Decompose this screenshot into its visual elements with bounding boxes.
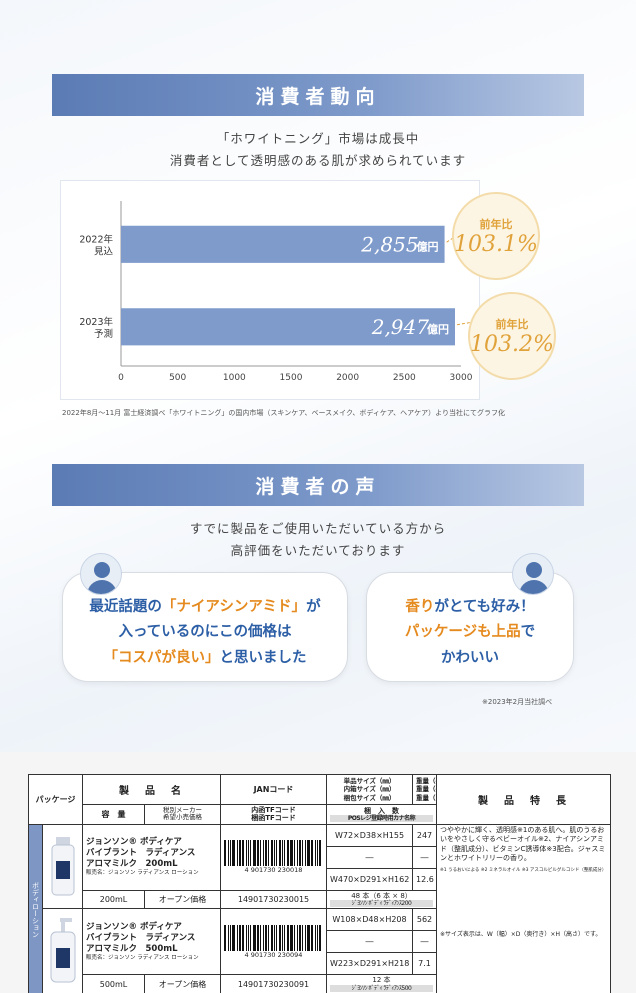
voice-lead-1: すでに製品をご使用いただいている方から xyxy=(189,521,447,536)
yoy-badge-2023: 前年比 103.2% xyxy=(468,292,556,380)
product-image-200 xyxy=(42,823,83,910)
bar-value-label: 2,947 xyxy=(371,315,430,339)
x-tick-label: 1500 xyxy=(280,373,303,383)
yoy-badge-2022: 前年比 103.1% xyxy=(452,192,540,280)
weight-single-500: 562 xyxy=(412,908,437,932)
barcode-200: 4 901730 230018 xyxy=(220,823,327,891)
price-500: オープン価格 xyxy=(144,974,221,993)
product-image-500 xyxy=(42,908,83,993)
weight-single-200: 247 xyxy=(412,823,437,847)
single-size-500: W108×D48×H208 xyxy=(326,908,413,932)
chart-source-note: 2022年8月～11月 富士経済調べ「ホワイトニング」の国内市場（スキンケア、ベ… xyxy=(62,409,506,417)
x-tick-label: 3000 xyxy=(450,373,473,383)
header-sizes: 単品サイズ（㎜） 内箱サイズ（㎜） 梱包サイズ（㎜） xyxy=(326,774,413,805)
inner-size-200: ― xyxy=(326,845,413,869)
bar xyxy=(121,308,455,346)
yoy-connector xyxy=(456,320,480,326)
voice-lead-2: 高評価をいただいております xyxy=(230,543,406,558)
bar-unit-label: 億円 xyxy=(427,322,449,336)
x-tick-label: 1000 xyxy=(223,373,246,383)
barcode-500: 4 901730 230094 xyxy=(220,908,327,976)
weight-outer-500: 7.1 xyxy=(412,952,437,976)
product-table-area: パッケージ 製 品 名 JANコード 単品サイズ（㎜） 内箱サイズ（㎜） 梱包サイズ… xyxy=(0,752,636,993)
capacity-500: 500mL xyxy=(82,974,145,993)
pump-bottle-500-icon xyxy=(50,918,75,983)
capacity-200: 200mL xyxy=(82,889,145,910)
category-label: 予測 xyxy=(94,328,113,340)
trend-lead-1: 「ホワイトニング」市場は成長中 xyxy=(216,131,420,146)
tf-code-500: 14901730230091 xyxy=(220,974,327,993)
yoy-label: 前年比 xyxy=(479,217,513,231)
count-pos-200: 48 本（6 本 × 8） ｼﾞﾖﾝｿﾝ ﾎﾞﾃﾞｨ ﾗﾃﾞｨｱﾝｽ200 xyxy=(326,889,437,910)
header-features: 製 品 特 長 xyxy=(436,774,611,825)
table-row: 200mL オープン価格 14901730230015 48 本（6 本 × 8… xyxy=(29,889,611,910)
voice-right-line-2: パッケージも上品で xyxy=(404,624,536,641)
trend-lead-2: 消費者として透明感のある肌が求められています xyxy=(169,153,467,168)
header-capacity: 容 量 xyxy=(82,804,145,825)
voice-left-line-3: 「コスパが良い」と思いました xyxy=(103,649,307,666)
bar-value-label: 2,855 xyxy=(360,232,418,256)
category-label: 見込 xyxy=(94,246,114,257)
header-product-name: 製 品 名 xyxy=(82,774,221,805)
user-avatar-icon xyxy=(512,553,554,595)
category-label: 2023年 xyxy=(79,316,113,328)
voice-right-line-3: かわいい xyxy=(441,649,499,666)
category-label: 2022年 xyxy=(79,233,113,245)
table-row: ― ― xyxy=(29,930,611,954)
voice-left-line-1: 最近話題の「ナイアシンアミド」が xyxy=(89,599,321,615)
voice-left-line-2: 入っているのにこの価格は xyxy=(118,624,292,641)
yoy-value: 103.2% xyxy=(470,331,554,357)
user-avatar-icon xyxy=(80,553,122,595)
x-tick-label: 0 xyxy=(118,373,124,383)
product-spec-table: パッケージ 製 品 名 JANコード 単品サイズ（㎜） 内箱サイズ（㎜） 梱包サイズ… xyxy=(28,774,611,993)
category-label: ボディローション xyxy=(28,823,43,993)
barcode-icon xyxy=(223,924,323,951)
tf-code-200: 14901730230015 xyxy=(220,889,327,910)
table-row: W223×D291×H218 7.1 xyxy=(29,952,611,976)
voice-right-line-1: 香りがとても好み！ xyxy=(405,599,535,615)
outer-size-500: W223×D291×H218 xyxy=(326,952,413,976)
single-size-200: W72×D38×H155 xyxy=(326,823,413,847)
outer-size-200: W470×D291×H162 xyxy=(326,867,413,891)
product-name-200: ジョンソン® ボディケア バイブラント ラディアンス アロマミルク 200mL 販売… xyxy=(82,823,221,891)
header-tf-codes: 内函TFコード 梱函TFコード xyxy=(220,804,327,825)
price-200: オープン価格 xyxy=(144,889,221,910)
barcode-icon xyxy=(223,840,323,867)
yoy-label: 前年比 xyxy=(495,317,529,331)
market-chart-svg: 0 500 1000 1500 2000 2500 30002,855億円2022年見込2,… xyxy=(79,201,480,383)
weight-inner-200: ― xyxy=(412,845,437,869)
survey-note: ※2023年2月当社調べ xyxy=(482,698,553,706)
weight-outer-200: 12.6 xyxy=(412,867,437,891)
section-title-voice: 消費者の声 xyxy=(52,464,584,506)
inner-size-500: ― xyxy=(326,930,413,954)
table-row: ボディローション ジョンソン® ボディケア バイブラント ラディアンス アロマミルク… xyxy=(28,823,611,993)
x-tick-label: 2500 xyxy=(393,373,416,383)
table-row: ジョンソン® ボディケア バイブラント ラディアンス アロマミルク 500mL 販売… xyxy=(29,908,611,993)
market-chart: 0 500 1000 1500 2000 2500 3000 2,855 億円 2022年 見込 2,… xyxy=(60,180,480,400)
bottle-200-icon xyxy=(51,836,74,896)
header-price: 税別メーカー 希望小売価格 xyxy=(144,804,221,825)
product-features: つややかに輝く、透明感※1のある肌へ。肌のうるおいをやさしく守るベビーオイル※2… xyxy=(436,823,611,993)
bar xyxy=(121,225,445,263)
header-count-pos: 梱 入 数 POSレジ登録時用カナ名称 xyxy=(326,804,437,825)
yoy-value: 103.1% xyxy=(454,231,538,257)
bar-unit-label: 億円 xyxy=(417,239,439,253)
x-tick-label: 2000 xyxy=(336,373,359,383)
x-tick-label: 500 xyxy=(169,373,186,383)
table-row: W470×D291×H162 12.6 xyxy=(29,867,611,891)
product-name-500: ジョンソン® ボディケア バイブラント ラディアンス アロマミルク 500mL 販売… xyxy=(82,908,221,976)
header-package: パッケージ xyxy=(28,774,83,825)
table-row: ― ― xyxy=(29,845,611,869)
section-title-trend: 消費者動向 xyxy=(52,74,584,116)
header-jan: JANコード xyxy=(220,774,327,805)
table-header-row: パッケージ 製 品 名 JANコード 単品サイズ（㎜） 内箱サイズ（㎜） 梱包サイズ… xyxy=(28,774,611,825)
weight-inner-500: ― xyxy=(412,930,437,954)
count-pos-500: 12 本ｼﾞﾖﾝｿﾝ ﾎﾞﾃﾞｨ ﾗﾃﾞｨｱﾝｽ500 xyxy=(326,974,437,993)
header-weights: 重量（g）重量（g）重量（kg） xyxy=(412,774,437,805)
